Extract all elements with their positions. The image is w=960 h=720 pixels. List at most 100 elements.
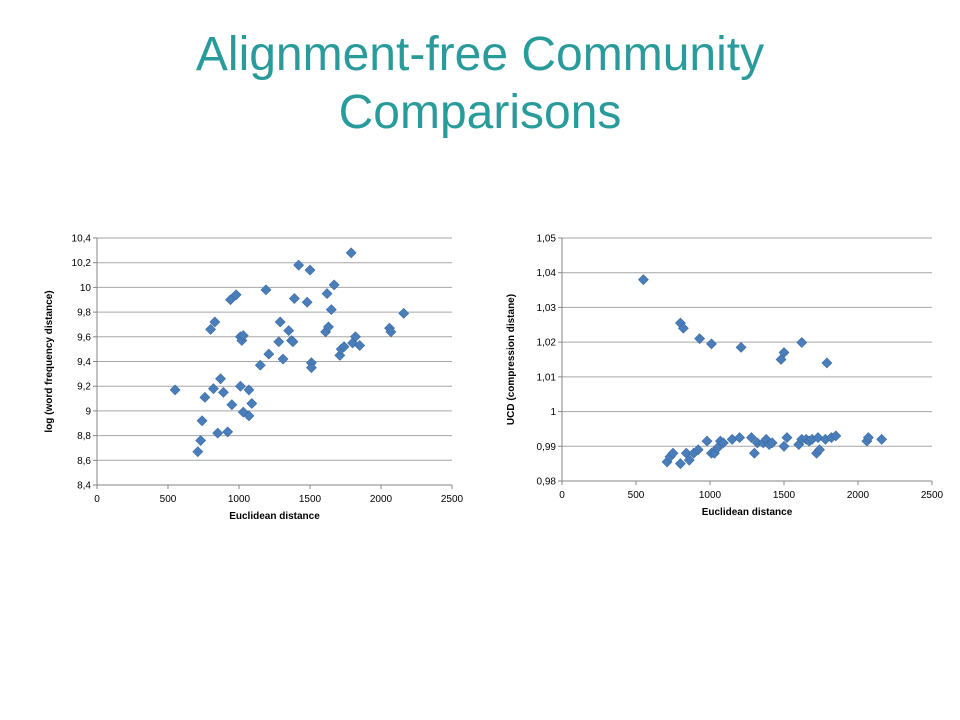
data-point: [701, 435, 713, 447]
data-point: [205, 323, 217, 335]
data-point: [677, 322, 689, 334]
x-tick-label: 2000: [370, 494, 393, 505]
data-point: [778, 440, 790, 452]
data-point: [812, 432, 824, 444]
y-tick-label: 9,8: [77, 308, 91, 319]
data-point: [237, 330, 249, 341]
data-point: [706, 338, 717, 350]
x-tick-label: 2000: [847, 490, 870, 501]
y-axis-title: UCD (compression distane): [506, 294, 517, 425]
y-tick-label: 8,4: [77, 481, 91, 492]
data-point: [260, 284, 272, 296]
data-point: [212, 427, 224, 439]
slide-title: Alignment-free Community Comparisons: [0, 26, 960, 142]
y-tick-label: 9,4: [77, 357, 91, 368]
y-tick-label: 8,6: [77, 456, 91, 467]
data-point: [192, 446, 204, 458]
data-point: [323, 321, 334, 333]
x-tick-label: 1000: [228, 494, 251, 505]
data-point: [169, 384, 181, 396]
data-point: [734, 432, 746, 444]
data-point: [711, 442, 723, 454]
data-point: [328, 279, 340, 291]
y-tick-label: 0,98: [537, 477, 557, 488]
data-point: [321, 288, 333, 299]
data-point: [225, 294, 236, 306]
data-point: [683, 454, 695, 466]
x-tick-label: 1500: [299, 494, 322, 505]
data-point: [304, 264, 316, 276]
data-point: [273, 336, 285, 348]
y-tick-label: 10,4: [72, 234, 92, 245]
data-point: [876, 433, 888, 445]
data-point: [796, 337, 808, 348]
y-tick-label: 0,99: [537, 442, 557, 453]
slide-title-line-1: Alignment-free Community: [195, 28, 765, 81]
word-frequency-scatter-chart: 8,4 8,6 8,8 9 9,2 9,4 9,6 9,8 10 10,2 10,4 0 500 1000…: [44, 234, 464, 523]
data-point: [274, 316, 286, 328]
y-tick-label: 1,05: [537, 234, 557, 245]
data-point: [385, 326, 397, 338]
data-point: [243, 410, 255, 422]
data-point: [230, 289, 242, 301]
data-point: [209, 316, 221, 328]
y-tick-label: 1,04: [537, 268, 557, 279]
data-point: [215, 373, 226, 385]
data-point: [234, 380, 246, 392]
data-point: [778, 347, 790, 358]
data-point: [217, 386, 229, 398]
data-point: [325, 304, 337, 316]
x-tick-label: 0: [559, 490, 565, 501]
x-tick-label: 2500: [921, 490, 944, 501]
data-point: [338, 341, 350, 353]
data-point: [821, 357, 833, 369]
x-tick-label: 2500: [441, 494, 464, 505]
x-tick-label: 500: [628, 490, 645, 501]
data-point: [862, 432, 874, 444]
data-point: [263, 348, 275, 360]
data-point: [293, 259, 305, 271]
y-tick-label: 9,2: [77, 382, 91, 393]
x-tick-label: 1000: [699, 490, 722, 501]
y-tick-label: 1,01: [537, 372, 557, 383]
data-point: [222, 426, 234, 438]
y-axis-title: log (word frequency distance): [44, 290, 55, 432]
data-point: [637, 274, 649, 286]
data-point: [345, 247, 357, 259]
data-point: [830, 430, 842, 442]
data-point: [667, 447, 679, 459]
data-point: [288, 293, 300, 304]
data-point: [781, 432, 793, 444]
y-tick-label: 9: [85, 406, 91, 417]
data-point: [746, 432, 757, 444]
data-point: [196, 415, 208, 427]
data-point: [354, 340, 366, 351]
data-point: [814, 444, 825, 456]
data-point: [692, 444, 704, 456]
data-point: [748, 447, 760, 459]
data-point: [694, 333, 706, 345]
data-point: [674, 458, 686, 470]
data-point: [226, 399, 238, 411]
y-tick-label: 8,8: [77, 431, 91, 442]
y-tick-label: 1: [550, 407, 556, 418]
slide-title-line-2: Comparisons: [338, 86, 622, 139]
y-tick-label: 10: [80, 283, 92, 294]
x-axis-title: Euclidean distance: [702, 507, 793, 518]
x-tick-label: 1500: [773, 490, 796, 501]
data-point: [277, 353, 289, 365]
x-axis-title: Euclidean distance: [229, 511, 320, 522]
data-point: [195, 435, 207, 446]
data-point: [243, 384, 255, 396]
y-tick-label: 1,02: [537, 338, 557, 349]
data-point: [199, 391, 211, 403]
y-tick-label: 1,03: [537, 303, 557, 314]
data-point: [301, 296, 313, 308]
data-point: [717, 437, 729, 449]
data-point: [305, 362, 317, 374]
data-point: [735, 341, 747, 353]
data-point: [287, 336, 299, 348]
compression-distance-scatter-chart: 0,98 0,99 1 1,01 1,02 1,03 1,04 1,05 0 500 1000 150…: [506, 234, 944, 519]
data-point: [766, 437, 778, 449]
data-point: [254, 359, 266, 371]
